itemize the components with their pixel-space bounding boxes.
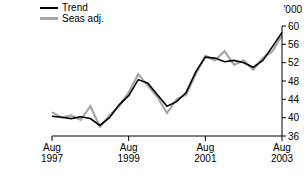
svg-text:36: 36 [288, 131, 298, 142]
html-text:Seas adj.: Seas adj. [62, 13, 104, 24]
html-text:Trend: Trend [62, 2, 88, 13]
svg-text:Aug1999: Aug1999 [118, 142, 141, 164]
svg-text:60: 60 [288, 21, 298, 32]
html-text:'000: '000 [283, 4, 302, 15]
svg-text:Aug2001: Aug2001 [194, 142, 217, 164]
svg-text:44: 44 [288, 94, 298, 105]
svg-text:56: 56 [288, 39, 298, 50]
svg-text:Aug1997: Aug1997 [41, 142, 64, 164]
svg-text:48: 48 [288, 76, 298, 87]
svg-text:52: 52 [288, 57, 298, 68]
svg-text:40: 40 [288, 112, 298, 123]
svg-text:Aug2003: Aug2003 [271, 142, 294, 164]
